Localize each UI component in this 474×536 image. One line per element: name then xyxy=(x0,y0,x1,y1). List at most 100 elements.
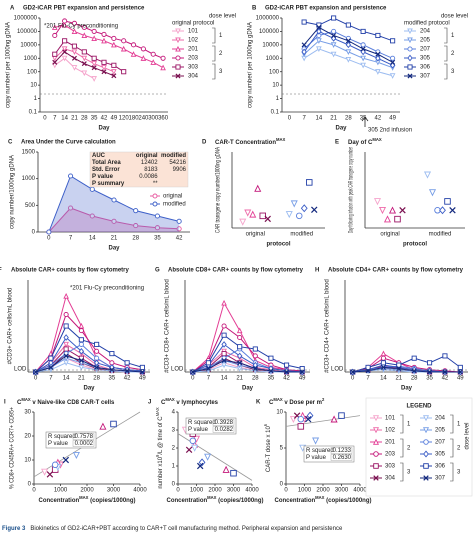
x-axis-label-part: MAX xyxy=(315,495,325,500)
chart-title-part: MAX xyxy=(273,397,283,402)
legend-level: 3 xyxy=(219,69,223,75)
marker xyxy=(394,215,401,223)
marker xyxy=(101,69,107,75)
marker xyxy=(124,368,130,374)
marker xyxy=(407,73,413,79)
marker xyxy=(299,369,305,375)
legend-level: 3 xyxy=(457,470,461,476)
marker xyxy=(380,355,386,361)
panel-letter: K xyxy=(256,400,261,406)
legend-entry: 304 xyxy=(385,476,396,482)
marker xyxy=(139,364,145,370)
marker xyxy=(373,198,382,206)
annotation: LOD xyxy=(171,367,184,373)
chart-title-part: MAX xyxy=(21,397,31,402)
marker xyxy=(133,208,139,214)
x-tick-label: 28 xyxy=(93,376,100,382)
marker xyxy=(130,42,137,48)
marker xyxy=(52,59,58,65)
series-line xyxy=(35,313,143,373)
marker xyxy=(268,355,274,361)
x-axis-label-part: (copies/1000ng) xyxy=(88,498,135,504)
legend-entry: 203 xyxy=(385,452,396,458)
marker xyxy=(237,360,243,366)
x-axis-label: Day xyxy=(401,386,413,392)
marker xyxy=(150,51,156,57)
marker xyxy=(378,207,387,215)
legend-entry: 204 xyxy=(420,29,431,35)
marker xyxy=(297,423,305,430)
marker xyxy=(204,453,212,461)
legend-level: 1 xyxy=(407,422,411,428)
series-line xyxy=(192,325,303,373)
x-tick-label: 0 xyxy=(43,116,47,122)
table-cell: 9906 xyxy=(173,167,187,173)
legend-entry: 204 xyxy=(435,416,446,422)
y-tick-label: 1500 xyxy=(22,150,36,156)
marker xyxy=(130,51,137,57)
marker xyxy=(175,28,181,35)
panel-letter: G xyxy=(155,268,160,274)
marker xyxy=(78,328,84,334)
x-tick-label: 42 xyxy=(375,116,382,122)
x-tick-label: 180 xyxy=(129,116,140,122)
marker xyxy=(285,211,293,219)
marker xyxy=(423,450,429,458)
x-axis-label-part: Concentration xyxy=(167,498,208,504)
table-cell: Std. Error xyxy=(92,167,120,173)
stats-value: 0.0002 xyxy=(75,441,94,447)
legend-bracket xyxy=(400,462,404,482)
x-tick-label: 49 xyxy=(299,376,306,382)
marker xyxy=(236,327,243,334)
marker xyxy=(372,438,380,445)
marker xyxy=(91,28,97,34)
marker xyxy=(124,360,130,366)
legend-entry: 201 xyxy=(188,47,199,53)
marker xyxy=(422,415,430,422)
annotation: 305 2nd infusion xyxy=(368,128,412,134)
x-tick-label: 7 xyxy=(53,116,57,122)
y-axis-label: copy number/1000ng gDNA xyxy=(10,155,16,229)
marker xyxy=(198,458,206,467)
x-tick-label: 7 xyxy=(69,236,73,242)
legend-entry: 203 xyxy=(188,56,199,62)
marker xyxy=(390,38,396,44)
marker xyxy=(365,368,371,374)
legend-bracket xyxy=(444,45,448,62)
x-tick-label: 0 xyxy=(284,488,288,494)
x-tick-label: 35 xyxy=(426,376,433,382)
legend-bracket xyxy=(212,27,216,44)
annotation: LOD xyxy=(14,367,27,373)
marker xyxy=(81,32,88,39)
table-cell: modified xyxy=(161,153,186,159)
x-tick-label: original xyxy=(246,232,265,238)
marker xyxy=(89,213,95,219)
y-tick-label: 1 xyxy=(34,96,38,102)
chart-title: CMAX v lymphocytes xyxy=(161,397,219,406)
legend-entry: 307 xyxy=(420,74,431,80)
table-cell: 8183 xyxy=(144,167,158,173)
marker xyxy=(396,362,402,368)
x-tick-label: 1000 xyxy=(190,488,204,494)
marker xyxy=(380,364,386,370)
marker xyxy=(205,360,211,366)
marker xyxy=(330,415,338,423)
x-axis-label: ConcentrationMAX (copies/1000ng) xyxy=(167,495,264,504)
x-tick-label: 1000 xyxy=(54,488,68,494)
marker xyxy=(373,451,379,457)
marker xyxy=(46,229,52,235)
marker xyxy=(423,171,432,179)
stats-cell xyxy=(212,426,235,433)
table-bg xyxy=(89,151,189,188)
marker xyxy=(221,332,227,338)
marker xyxy=(121,69,127,75)
marker xyxy=(457,369,463,375)
marker xyxy=(284,369,290,375)
marker xyxy=(78,347,85,355)
legend-entry: 205 xyxy=(435,428,446,434)
marker xyxy=(101,65,107,71)
legend-entry: modified xyxy=(163,202,186,208)
legend-entry: 205 xyxy=(420,38,431,44)
y-axis-label-part: CAR-T dose x 10 xyxy=(266,426,272,473)
